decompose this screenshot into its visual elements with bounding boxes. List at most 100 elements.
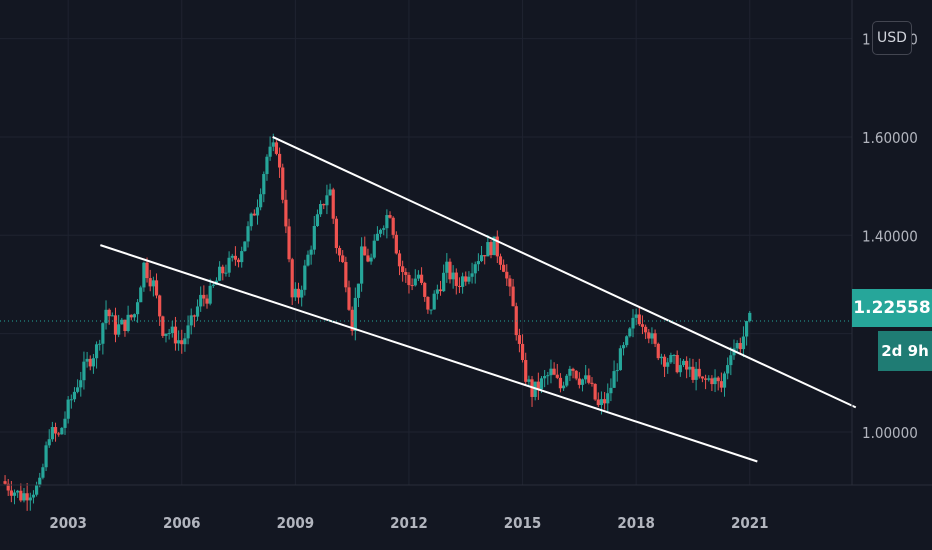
candle-body [356, 283, 361, 298]
candle-body [719, 381, 723, 388]
candle-body [41, 467, 45, 478]
candle-body [227, 257, 231, 273]
candle-body [123, 319, 127, 332]
candle-body [170, 326, 174, 334]
candle-body [650, 333, 654, 339]
candle-body [369, 257, 373, 262]
candle-body [489, 242, 493, 256]
candle-body [322, 204, 326, 206]
candle-body [416, 274, 421, 279]
candle-body [536, 381, 540, 390]
candle-body [249, 213, 253, 227]
candle-body [461, 276, 465, 287]
candle-body [681, 360, 686, 366]
candle-body [104, 309, 108, 324]
candle-body [432, 293, 436, 310]
candle-body [91, 358, 96, 367]
candle-body [628, 328, 632, 337]
candle-body [101, 323, 105, 344]
candle-body [473, 264, 477, 274]
candle-body [435, 289, 439, 294]
candle-body [66, 399, 70, 419]
trendlines [100, 136, 857, 463]
candle-body [265, 156, 269, 175]
candle-body [426, 296, 430, 310]
candle-body [9, 490, 13, 496]
candle-body [483, 255, 487, 257]
candle-body [221, 266, 225, 274]
candle-body [205, 298, 209, 304]
candle-body [274, 142, 279, 154]
candle-body [722, 373, 727, 388]
candle-body [44, 445, 48, 468]
candle-body [666, 362, 670, 367]
candle-body [584, 375, 588, 380]
candle-body [492, 236, 496, 256]
candle-body [577, 378, 581, 385]
candle-body [457, 285, 462, 287]
candle-body [252, 213, 256, 216]
candle-body [419, 274, 424, 283]
candle-body [107, 309, 111, 317]
lower-support-line [100, 244, 758, 463]
candle-body [363, 246, 367, 256]
candle-body [378, 229, 383, 234]
candle-body [372, 240, 376, 258]
candle-body [599, 399, 604, 406]
candle-body [603, 399, 607, 404]
candle-body [669, 355, 673, 363]
candle-body [366, 255, 370, 262]
currency-button[interactable]: USD [872, 21, 912, 55]
candle-body [729, 355, 733, 366]
candle-body [110, 315, 114, 317]
candle-body [290, 259, 294, 298]
candle-body [621, 345, 626, 349]
candle-body [53, 427, 58, 434]
candle-body [448, 261, 452, 280]
candle-body [694, 368, 698, 380]
grid [0, 0, 852, 485]
candle-body [524, 360, 528, 382]
candle-body [334, 218, 338, 249]
candle-body [177, 340, 181, 344]
candle-body [429, 309, 433, 311]
candle-body [520, 343, 525, 361]
candle-body [186, 325, 190, 339]
candle-body [495, 236, 499, 257]
candle-body [158, 295, 162, 317]
candle-body [98, 343, 102, 345]
candle-body [315, 214, 320, 227]
candle-body [3, 481, 7, 484]
candle-body [246, 226, 250, 242]
candle-body [142, 262, 146, 288]
candle-body [129, 314, 133, 318]
candle-body [745, 321, 749, 337]
candle-body [546, 375, 550, 377]
candle-body [360, 246, 364, 284]
x-tick-label: 2003 [49, 514, 87, 532]
candle-body [353, 297, 357, 331]
x-tick-label: 2006 [163, 514, 201, 532]
candle-body [451, 272, 455, 280]
candle-body [189, 315, 193, 326]
candle-body [716, 377, 720, 382]
x-axis: 2003 2006 2009 2012 2015 2018 2021 [49, 514, 768, 532]
candle-body [486, 242, 490, 257]
candle-body [296, 288, 301, 298]
candle-body [565, 375, 569, 386]
candle-body [161, 316, 165, 336]
candle-body [707, 378, 711, 380]
candle-body [50, 427, 54, 440]
candle-body [167, 333, 171, 335]
countdown-value: 2d 9h [881, 342, 929, 360]
candle-body [442, 272, 446, 292]
candle-body [47, 439, 51, 446]
candle-body [470, 273, 474, 277]
y-tick-label: 1.40000 [862, 227, 918, 245]
candle-body [644, 326, 648, 333]
candle-body [615, 370, 619, 372]
candle-body [293, 288, 297, 298]
candle-body [57, 433, 61, 435]
candle-body [476, 261, 480, 265]
x-tick-label: 2018 [617, 514, 655, 532]
